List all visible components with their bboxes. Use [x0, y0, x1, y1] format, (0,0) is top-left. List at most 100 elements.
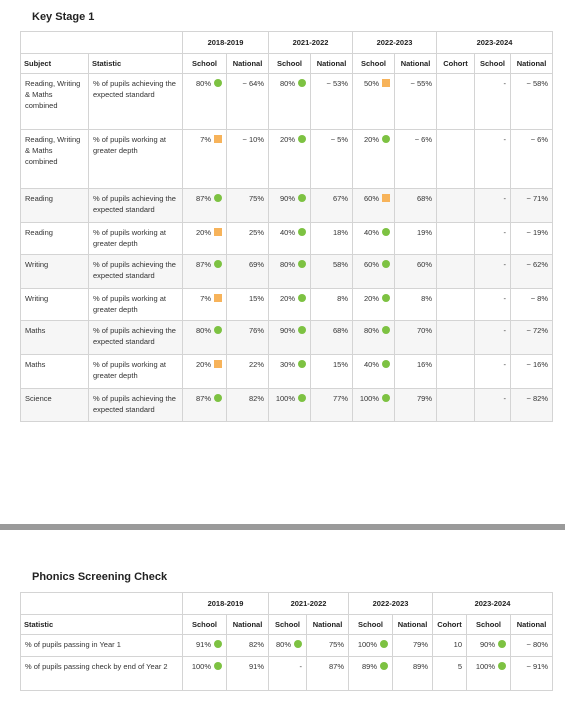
- cell: ~ 16%: [509, 354, 554, 389]
- cell: 80%: [182, 320, 227, 355]
- cell: 89%: [348, 656, 393, 691]
- cell-value: 40%: [279, 228, 295, 237]
- year-header: 2022-2023: [348, 592, 433, 615]
- cell: [436, 320, 475, 355]
- status-indicator: [382, 326, 390, 334]
- cell: ~ 82%: [509, 388, 554, 422]
- column-header: Cohort: [432, 614, 467, 635]
- header-blank: [20, 592, 183, 615]
- cell: 20%: [352, 288, 395, 321]
- section-title: Key Stage 1: [32, 11, 95, 23]
- cell: [436, 388, 475, 422]
- cell: 89%: [392, 656, 433, 691]
- cell: 40%: [352, 354, 395, 389]
- cell-value: 100%: [191, 662, 211, 671]
- cell: 79%: [394, 388, 437, 422]
- status-indicator: [214, 326, 222, 334]
- column-header-row: Subject Statistic School National School Nati…: [20, 53, 554, 74]
- year-header: 2021-2022: [268, 592, 349, 615]
- cell: 8%: [394, 288, 437, 321]
- cell: 75%: [306, 634, 349, 657]
- status-indicator: [382, 260, 390, 268]
- cell: -: [474, 254, 511, 289]
- cell-value: 100%: [475, 662, 495, 671]
- status-indicator: [298, 394, 306, 402]
- cell-value: 7%: [200, 294, 211, 303]
- cell: Reading: [20, 188, 89, 223]
- cell: Maths: [20, 320, 89, 355]
- cell-value: 90%: [279, 326, 295, 335]
- cell: 30%: [268, 354, 311, 389]
- cell: Science: [20, 388, 89, 422]
- cell: 15%: [310, 354, 353, 389]
- column-header: National: [226, 53, 269, 74]
- cell-value: 20%: [279, 294, 295, 303]
- status-indicator: [382, 294, 390, 302]
- data-row: Writing% of pupils working at greater de…: [20, 288, 554, 321]
- status-indicator: [298, 228, 306, 236]
- year-header-row: 2018-2019 2021-2022 2022-2023 2023-2024: [20, 592, 554, 615]
- cell: -: [474, 73, 511, 130]
- cell: ~ 55%: [394, 73, 437, 130]
- status-indicator: [382, 79, 390, 87]
- cell: 40%: [268, 222, 311, 255]
- cell: 82%: [226, 634, 269, 657]
- cell: 100%: [466, 656, 511, 691]
- cell: 16%: [394, 354, 437, 389]
- column-header: National: [509, 53, 554, 74]
- cell: 77%: [310, 388, 353, 422]
- cell-value: 80%: [275, 640, 291, 649]
- cell: 87%: [182, 254, 227, 289]
- cell: ~ 5%: [310, 129, 353, 189]
- column-header: National: [306, 614, 349, 635]
- cell: 100%: [348, 634, 393, 657]
- cell: 70%: [394, 320, 437, 355]
- cell: 18%: [310, 222, 353, 255]
- cell: [436, 188, 475, 223]
- data-row: % of pupils passing in Year 1 91% 82% 80% 75…: [20, 634, 554, 657]
- section-title: Phonics Screening Check: [32, 571, 168, 583]
- cell: % of pupils passing check by end of Year…: [20, 656, 183, 691]
- data-row: Writing% of pupils achieving the expecte…: [20, 254, 554, 289]
- cell: % of pupils working at greater depth: [88, 129, 183, 189]
- status-indicator: [214, 394, 222, 402]
- cell: Reading: [20, 222, 89, 255]
- phonics-table: 2018-2019 2021-2022 2022-2023 2023-2024 Stat…: [20, 592, 554, 691]
- cell: -: [474, 222, 511, 255]
- cell-value: 100%: [359, 394, 379, 403]
- cell: 90%: [466, 634, 511, 657]
- cell-value: 20%: [195, 228, 211, 237]
- status-indicator: [298, 260, 306, 268]
- status-indicator: [214, 662, 222, 670]
- cell: -: [268, 656, 307, 691]
- status-indicator: [298, 194, 306, 202]
- cell-value: 89%: [361, 662, 377, 671]
- year-header: 2018-2019: [182, 592, 269, 615]
- cell: 80%: [182, 73, 227, 130]
- cell: 67%: [310, 188, 353, 223]
- cell-value: 20%: [195, 360, 211, 369]
- status-indicator: [380, 662, 388, 670]
- cell: 69%: [226, 254, 269, 289]
- column-header: Statistic: [20, 614, 183, 635]
- year-header: 2023-2024: [435, 31, 554, 54]
- status-indicator: [298, 79, 306, 87]
- status-indicator: [382, 394, 390, 402]
- column-header: National: [394, 53, 437, 74]
- column-header-row: Statistic School National School National Sch…: [20, 614, 554, 635]
- column-header: School: [182, 614, 227, 635]
- cell: % of pupils passing in Year 1: [20, 634, 183, 657]
- year-header: 2021-2022: [268, 31, 353, 54]
- status-indicator: [214, 135, 222, 143]
- cell: % of pupils achieving the expected stand…: [88, 254, 183, 289]
- cell: ~ 80%: [509, 634, 554, 657]
- cell: 60%: [352, 188, 395, 223]
- cell: 7%: [182, 288, 227, 321]
- cell: 90%: [268, 320, 311, 355]
- column-header: National: [392, 614, 433, 635]
- ks1-table: 2018-2019 2021-2022 2022-2023 2023-2024 Subj…: [20, 31, 554, 422]
- year-header: 2023-2024: [431, 592, 554, 615]
- cell: 87%: [182, 188, 227, 223]
- data-row: Reading% of pupils achieving the expecte…: [20, 188, 554, 223]
- cell-value: 90%: [479, 640, 495, 649]
